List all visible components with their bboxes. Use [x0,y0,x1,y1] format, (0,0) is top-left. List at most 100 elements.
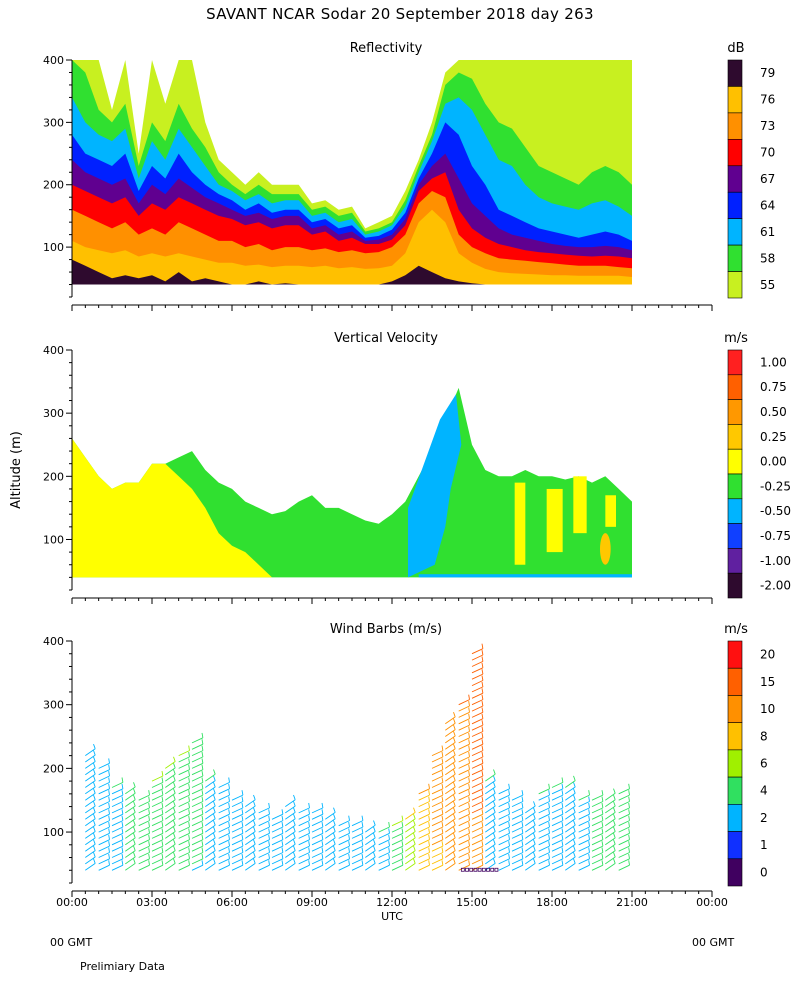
wind-barb [178,771,190,782]
wind-barb-shaft [98,769,110,776]
wind-barb [111,802,124,814]
wind-barb [471,745,484,757]
colorbar-label: 2 [760,811,768,825]
wind-barb-shaft [605,792,616,801]
wind-barb-flag [213,807,216,813]
wind-barb-flag [108,796,110,802]
calm-marker [477,867,482,872]
wind-barb-shaft [378,826,390,833]
wind-barb-shaft [111,807,124,814]
wind-barb [205,826,216,839]
wind-barb-flag [441,834,444,840]
wind-barb-flag [281,841,284,847]
wind-barb-flag [228,802,230,808]
wind-barb-flag [561,777,564,783]
wind-barb-flag [173,769,176,775]
wind-barb-shaft [231,864,244,871]
wind-barb [458,726,470,737]
wind-barb-flag [201,802,204,808]
wind-barb [351,853,364,865]
colorbar-swatch [727,244,743,272]
wind-barb [618,815,630,827]
wind-barb [605,820,616,833]
wind-barb-flag [108,853,110,859]
wind-barb-shaft [445,818,456,827]
wind-barb-flag [108,841,110,847]
wind-barb [618,822,630,833]
wind-barb-shaft [165,812,176,820]
wind-barb-shaft [525,863,536,871]
wind-barb [431,815,444,827]
wind-barb-shaft [471,718,484,725]
wind-barb-flag [93,743,96,749]
wind-barb [298,815,310,827]
colorbar-label: 20 [760,648,775,662]
wind-barb [471,771,484,782]
wind-barb-shaft [338,832,350,839]
wind-barb-shaft [431,756,444,763]
wind-barb [498,790,510,801]
wind-barb-flag [573,839,576,845]
wind-barb-shaft [431,864,444,871]
wind-barb-flag [201,847,204,853]
wind-barb [205,820,216,833]
wind-barb-flag [493,801,496,807]
wind-barb-flag [468,815,470,821]
colorbar-label: 79 [760,66,775,80]
wind-barb [418,809,430,820]
colorbar-label: 61 [760,225,775,239]
wind-barb-flag [401,815,404,821]
wind-barb [525,852,536,865]
wind-barb-shaft [151,807,164,814]
colorbar-label: 73 [760,119,775,133]
wind-barb-flag [468,796,470,802]
wind-barb [191,809,204,820]
wind-barb-shaft [618,858,630,865]
wind-barb-flag [573,782,576,788]
wind-barb [298,860,310,871]
wind-barb-shaft [271,832,284,839]
wind-barb-flag [481,796,484,802]
wind-barb-shaft [458,711,470,718]
velocity-region-zero [72,438,272,578]
wind-barb-flag [441,771,444,777]
wind-barb-shaft [205,773,216,782]
wind-barb-shaft [191,788,204,795]
wind-barb-shaft [498,801,510,808]
wind-barb-shaft [498,845,510,852]
wind-barb-flag [468,751,470,757]
wind-barb [578,834,590,846]
wind-barb-shaft [418,794,430,801]
wind-barb-flag [348,853,350,859]
wind-barb-shaft [285,856,296,865]
wind-barb-shaft [125,856,136,865]
wind-barb [298,802,310,814]
wind-barb-flag [441,847,444,853]
wind-barb [151,790,164,801]
wind-barb [405,845,416,858]
wind-barb [458,751,470,763]
calm-marker [486,867,490,872]
wind-barb-flag [481,764,484,770]
wind-barb-flag [441,777,444,783]
wind-barb [511,828,524,839]
wind-barb-shaft [511,813,524,820]
wind-barb-shaft [338,858,350,865]
wind-barb-shaft [365,850,376,858]
wind-barb-flag [628,828,630,834]
wind-barb-shaft [525,824,536,833]
wind-barb [458,739,470,750]
wind-barb-flag [188,790,190,796]
wind-barb-flag [548,802,550,808]
velocity-bottom-strip [418,574,632,578]
wind-barb [191,751,204,763]
wind-barb [218,796,230,808]
wind-barb [458,694,470,706]
wind-barb-shaft [565,837,576,846]
wind-barb-shaft [165,824,176,833]
wind-barb-flag [93,756,96,762]
wind-barb [191,739,204,750]
wind-barb [431,751,444,763]
wind-barb [85,788,96,801]
wind-barb-flag [161,822,164,828]
